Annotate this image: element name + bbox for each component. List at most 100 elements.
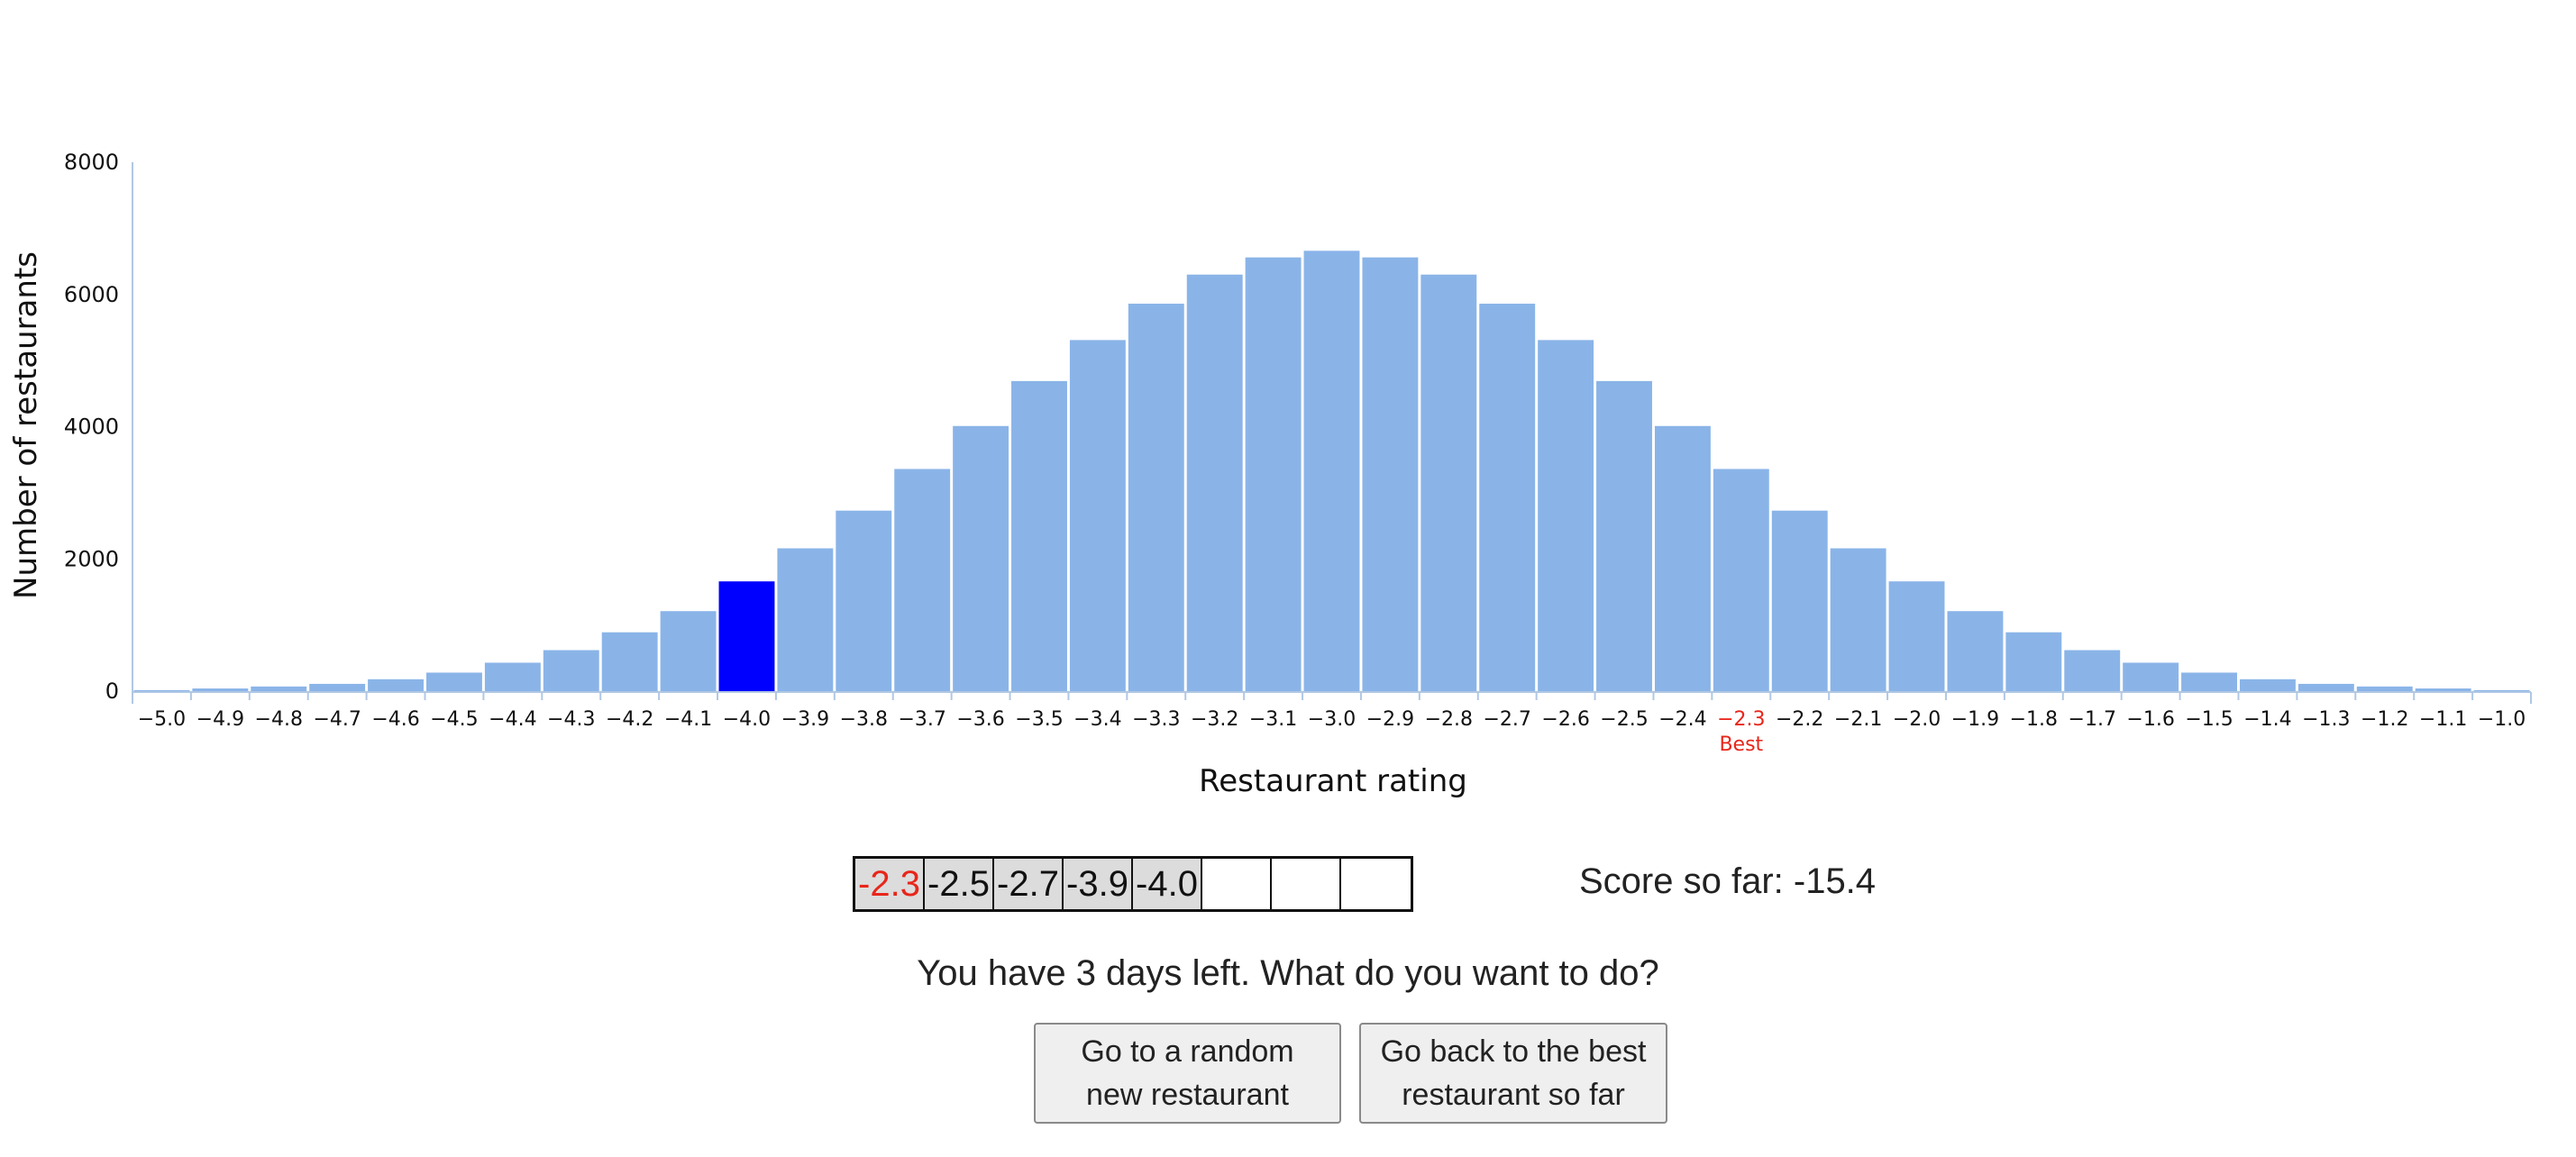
x-tick-label: −1.1 bbox=[2419, 708, 2467, 731]
x-tick-label: −4.3 bbox=[547, 708, 595, 731]
history-cell-empty bbox=[1272, 859, 1341, 909]
histogram-bar bbox=[1479, 304, 1536, 691]
history-cell: -4.0 bbox=[1133, 859, 1202, 909]
histogram-bar bbox=[1128, 304, 1184, 691]
histogram-bar bbox=[1011, 380, 1067, 691]
x-tick-label: −2.7 bbox=[1483, 708, 1530, 731]
x-tick-label: −4.0 bbox=[723, 708, 771, 731]
histogram-bar bbox=[2297, 683, 2354, 691]
x-tick-label: −2.0 bbox=[1893, 708, 1941, 731]
best-restaurant-button[interactable]: Go back to the best restaurant so far bbox=[1359, 1023, 1667, 1124]
x-axis-label: Restaurant rating bbox=[1199, 763, 1467, 799]
x-tick-label: −1.8 bbox=[2010, 708, 2058, 731]
histogram-bar bbox=[2415, 688, 2471, 691]
best-button-line2: restaurant so far bbox=[1402, 1078, 1625, 1112]
histogram-bar bbox=[309, 683, 366, 691]
y-tick-label: 4000 bbox=[64, 415, 119, 440]
y-axis-label: Number of restaurants bbox=[8, 251, 44, 599]
histogram-bar bbox=[1362, 257, 1419, 691]
histogram-bar bbox=[1596, 380, 1652, 691]
x-tick-label: −2.6 bbox=[1541, 708, 1589, 731]
histogram-bar bbox=[660, 611, 717, 691]
x-tick-label: −2.2 bbox=[1776, 708, 1823, 731]
histogram-bar bbox=[1538, 340, 1594, 691]
y-tick-label: 6000 bbox=[64, 282, 119, 307]
x-tick-label: −2.4 bbox=[1658, 708, 1706, 731]
x-tick-label: −1.3 bbox=[2302, 708, 2350, 731]
x-tick-label: −2.8 bbox=[1425, 708, 1473, 731]
x-tick-label: −3.9 bbox=[781, 708, 829, 731]
x-tick-label: −1.0 bbox=[2478, 708, 2526, 731]
history-cell-empty bbox=[1202, 859, 1272, 909]
histogram-bar bbox=[1947, 611, 2004, 691]
days-left-prompt: You have 3 days left. What do you want t… bbox=[917, 953, 1659, 993]
history-cell: -3.9 bbox=[1064, 859, 1133, 909]
x-tick-label: −3.1 bbox=[1249, 708, 1297, 731]
x-tick-label: −4.6 bbox=[371, 708, 419, 731]
histogram-bar bbox=[1420, 274, 1477, 691]
histogram-bar bbox=[2239, 679, 2296, 691]
x-tick-label: −2.1 bbox=[1834, 708, 1882, 731]
histogram-bar bbox=[953, 425, 1009, 691]
history-cell: -2.5 bbox=[925, 859, 994, 909]
histogram-bar bbox=[133, 689, 190, 691]
axis-lines bbox=[132, 162, 2532, 704]
x-tick-label: −3.2 bbox=[1191, 708, 1238, 731]
x-tick-label: −4.1 bbox=[664, 708, 712, 731]
histogram-bar bbox=[601, 632, 658, 691]
x-tick-label: −1.9 bbox=[1951, 708, 1999, 731]
rating-histogram: Number of restaurants Restaurant rating … bbox=[8, 150, 2532, 799]
y-tick-label: 8000 bbox=[64, 150, 119, 175]
histogram-bar bbox=[426, 672, 482, 691]
history-cell: -2.3 bbox=[855, 859, 925, 909]
x-tick-label: −4.8 bbox=[255, 708, 303, 731]
histogram-bar bbox=[2064, 650, 2121, 691]
x-tick-label: −4.4 bbox=[489, 708, 536, 731]
histogram-bar bbox=[1830, 548, 1886, 691]
histogram-bar bbox=[894, 469, 951, 691]
x-tick-label: −1.4 bbox=[2243, 708, 2291, 731]
x-tick-label: −4.9 bbox=[196, 708, 244, 731]
x-tick-label: −3.5 bbox=[1015, 708, 1063, 731]
y-axis: 0 2000 4000 6000 8000 bbox=[64, 150, 119, 704]
x-tick-label: −2.9 bbox=[1366, 708, 1414, 731]
x-axis: −5.0 −4.9 −4.8 −4.7 −4.6 −4.5 −4.4 −4.3 −4.2 −4.1… bbox=[132, 692, 2526, 756]
random-button-line1: Go to a random bbox=[1081, 1034, 1294, 1069]
y-tick-label: 2000 bbox=[64, 546, 119, 571]
x-tick-label: −2.5 bbox=[1600, 708, 1648, 731]
x-tick-label: −3.3 bbox=[1132, 708, 1180, 731]
histogram-bar bbox=[2356, 686, 2413, 691]
x-tick-label: −3.8 bbox=[840, 708, 888, 731]
histogram-bar bbox=[1186, 274, 1243, 691]
best-button-line1: Go back to the best bbox=[1380, 1034, 1647, 1069]
histogram-bar bbox=[1654, 425, 1711, 691]
histogram-bars bbox=[133, 251, 2530, 691]
x-tick-label: −1.7 bbox=[2069, 708, 2116, 731]
x-tick-label: −5.0 bbox=[138, 708, 186, 731]
x-tick-label: −3.0 bbox=[1308, 708, 1356, 731]
history-cell: -2.7 bbox=[994, 859, 1064, 909]
histogram-bar bbox=[2005, 632, 2062, 691]
histogram-bar bbox=[1888, 581, 1945, 691]
histogram-bar bbox=[1713, 469, 1769, 691]
x-tick-label: −4.2 bbox=[606, 708, 653, 731]
histogram-bar-current bbox=[718, 581, 775, 691]
histogram-bar bbox=[777, 548, 834, 691]
histogram-bar bbox=[1069, 340, 1126, 691]
x-tick-label: −1.2 bbox=[2361, 708, 2408, 731]
x-tick-label: −1.6 bbox=[2126, 708, 2174, 731]
random-restaurant-button[interactable]: Go to a random new restaurant bbox=[1034, 1023, 1341, 1124]
x-tick-label: −1.5 bbox=[2185, 708, 2233, 731]
score-so-far: Score so far: -15.4 bbox=[1579, 861, 1877, 901]
histogram-bar bbox=[1771, 510, 1828, 691]
histogram-bar bbox=[484, 662, 541, 691]
rating-history: -2.3 -2.5 -2.7 -3.9 -4.0 bbox=[853, 856, 1413, 912]
best-marker-label: Best bbox=[1719, 733, 1763, 756]
random-button-line2: new restaurant bbox=[1086, 1078, 1289, 1112]
x-tick-label: −3.4 bbox=[1073, 708, 1121, 731]
x-tick-label: −4.7 bbox=[313, 708, 361, 731]
y-tick-label: 0 bbox=[105, 679, 119, 704]
history-cell-empty bbox=[1341, 859, 1411, 909]
x-tick-label: −3.7 bbox=[898, 708, 945, 731]
histogram-bar bbox=[836, 510, 892, 691]
